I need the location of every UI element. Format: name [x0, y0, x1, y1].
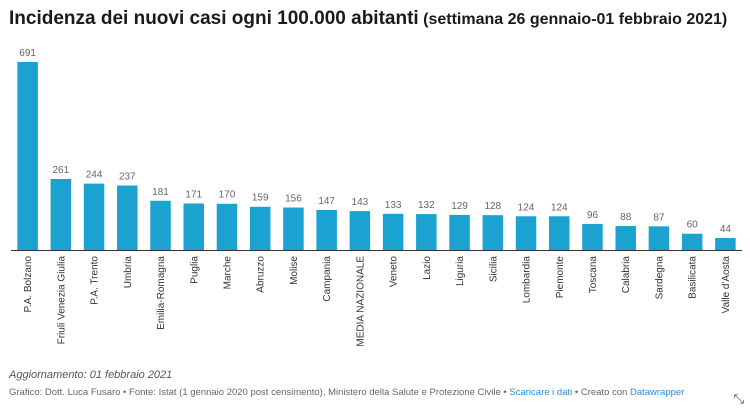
download-data-link[interactable]: Scaricare i dati: [509, 387, 573, 398]
tick-label-0: P.A. Bolzano: [23, 256, 34, 313]
tick-label-19: Sardegna: [654, 256, 665, 300]
tick-label-13: Liguria: [455, 256, 466, 286]
value-label-9: 147: [318, 196, 335, 207]
chart-title: Incidenza dei nuovi casi ogni 100.000 ab…: [9, 8, 419, 29]
chart-subtitle: (settimana 26 gennaio-01 febbraio 2021): [423, 11, 728, 28]
tick-label-11: Veneto: [389, 256, 400, 288]
bar-21: [715, 238, 736, 250]
value-label-8: 156: [285, 194, 302, 205]
bar-0: [17, 62, 38, 250]
tick-label-5: Puglia: [189, 256, 200, 284]
tick-label-8: Molise: [289, 256, 300, 285]
tick-label-14: Sicilia: [488, 256, 499, 283]
value-label-11: 133: [385, 200, 402, 211]
value-label-3: 237: [119, 172, 136, 183]
bar-5: [183, 203, 204, 250]
value-label-6: 170: [219, 190, 236, 201]
credit-text: Grafico: Dott. Luca Fusaro • Fonte: Ista…: [9, 387, 510, 398]
tick-label-12: Lazio: [422, 256, 433, 280]
value-label-2: 244: [86, 170, 103, 181]
value-label-12: 132: [418, 200, 435, 211]
tick-label-1: Friuli Venezia Giulia: [56, 256, 67, 345]
value-label-15: 124: [518, 202, 535, 213]
tick-label-16: Piemonte: [555, 256, 566, 299]
value-label-7: 159: [252, 193, 269, 204]
expand-icon[interactable]: ⤡: [733, 391, 744, 406]
bar-4: [150, 200, 171, 250]
value-label-13: 129: [451, 201, 468, 212]
value-label-21: 44: [720, 224, 732, 235]
bar-7: [249, 206, 271, 250]
bar-14: [482, 215, 504, 250]
tick-label-18: Calabria: [621, 256, 632, 294]
bar-1: [50, 178, 72, 250]
tick-label-20: Basilicata: [688, 256, 699, 299]
bar-chart: 691 P.A. Bolzano 261 Friuli Venezia Giulia 2…: [11, 48, 742, 347]
bar-17: [582, 223, 603, 250]
bar-19: [648, 226, 670, 250]
value-label-14: 128: [484, 201, 501, 212]
bar-18: [615, 226, 636, 250]
bar-20: [681, 233, 703, 250]
bar-9: [316, 210, 337, 250]
bar-15: [515, 216, 537, 250]
value-label-4: 181: [152, 187, 169, 198]
bar-12: [416, 214, 437, 250]
bar-8: [283, 207, 304, 250]
tick-label-10: MEDIA NAZIONALE: [355, 256, 366, 347]
value-label-18: 88: [620, 212, 632, 223]
created-with-text: • Creato con: [572, 387, 630, 398]
value-label-17: 96: [587, 210, 599, 221]
tick-label-9: Campania: [322, 256, 333, 302]
chart-title-block: Incidenza dei nuovi casi ogni 100.000 ab…: [9, 8, 727, 30]
value-label-0: 691: [19, 48, 36, 59]
bar-10: [349, 211, 371, 250]
bar-13: [449, 214, 470, 250]
tick-label-7: Abruzzo: [256, 256, 267, 293]
bar-6: [216, 203, 238, 250]
update-note: Aggiornamento: 01 febbraio 2021: [9, 369, 173, 381]
datawrapper-link[interactable]: Datawrapper: [629, 387, 685, 398]
value-label-1: 261: [52, 165, 69, 176]
tick-label-17: Toscana: [588, 256, 599, 294]
bar-11: [382, 213, 404, 250]
value-label-19: 87: [653, 212, 665, 223]
tick-label-21: Valle d'Aosta: [721, 256, 732, 314]
tick-label-6: Marche: [222, 256, 233, 290]
bar-2: [83, 183, 105, 250]
tick-label-15: Lombardia: [522, 256, 533, 304]
value-label-10: 143: [352, 197, 369, 208]
chart-footer: Grafico: Dott. Luca Fusaro • Fonte: Ista…: [9, 387, 684, 398]
value-label-20: 60: [687, 220, 699, 231]
value-label-16: 124: [551, 202, 568, 213]
bar-16: [549, 216, 570, 250]
bar-3: [117, 185, 138, 250]
tick-label-4: Emilia-Romagna: [156, 256, 167, 330]
tick-label-3: Umbria: [123, 256, 134, 289]
tick-label-2: P.A. Trento: [90, 256, 101, 305]
value-label-5: 171: [185, 189, 202, 200]
